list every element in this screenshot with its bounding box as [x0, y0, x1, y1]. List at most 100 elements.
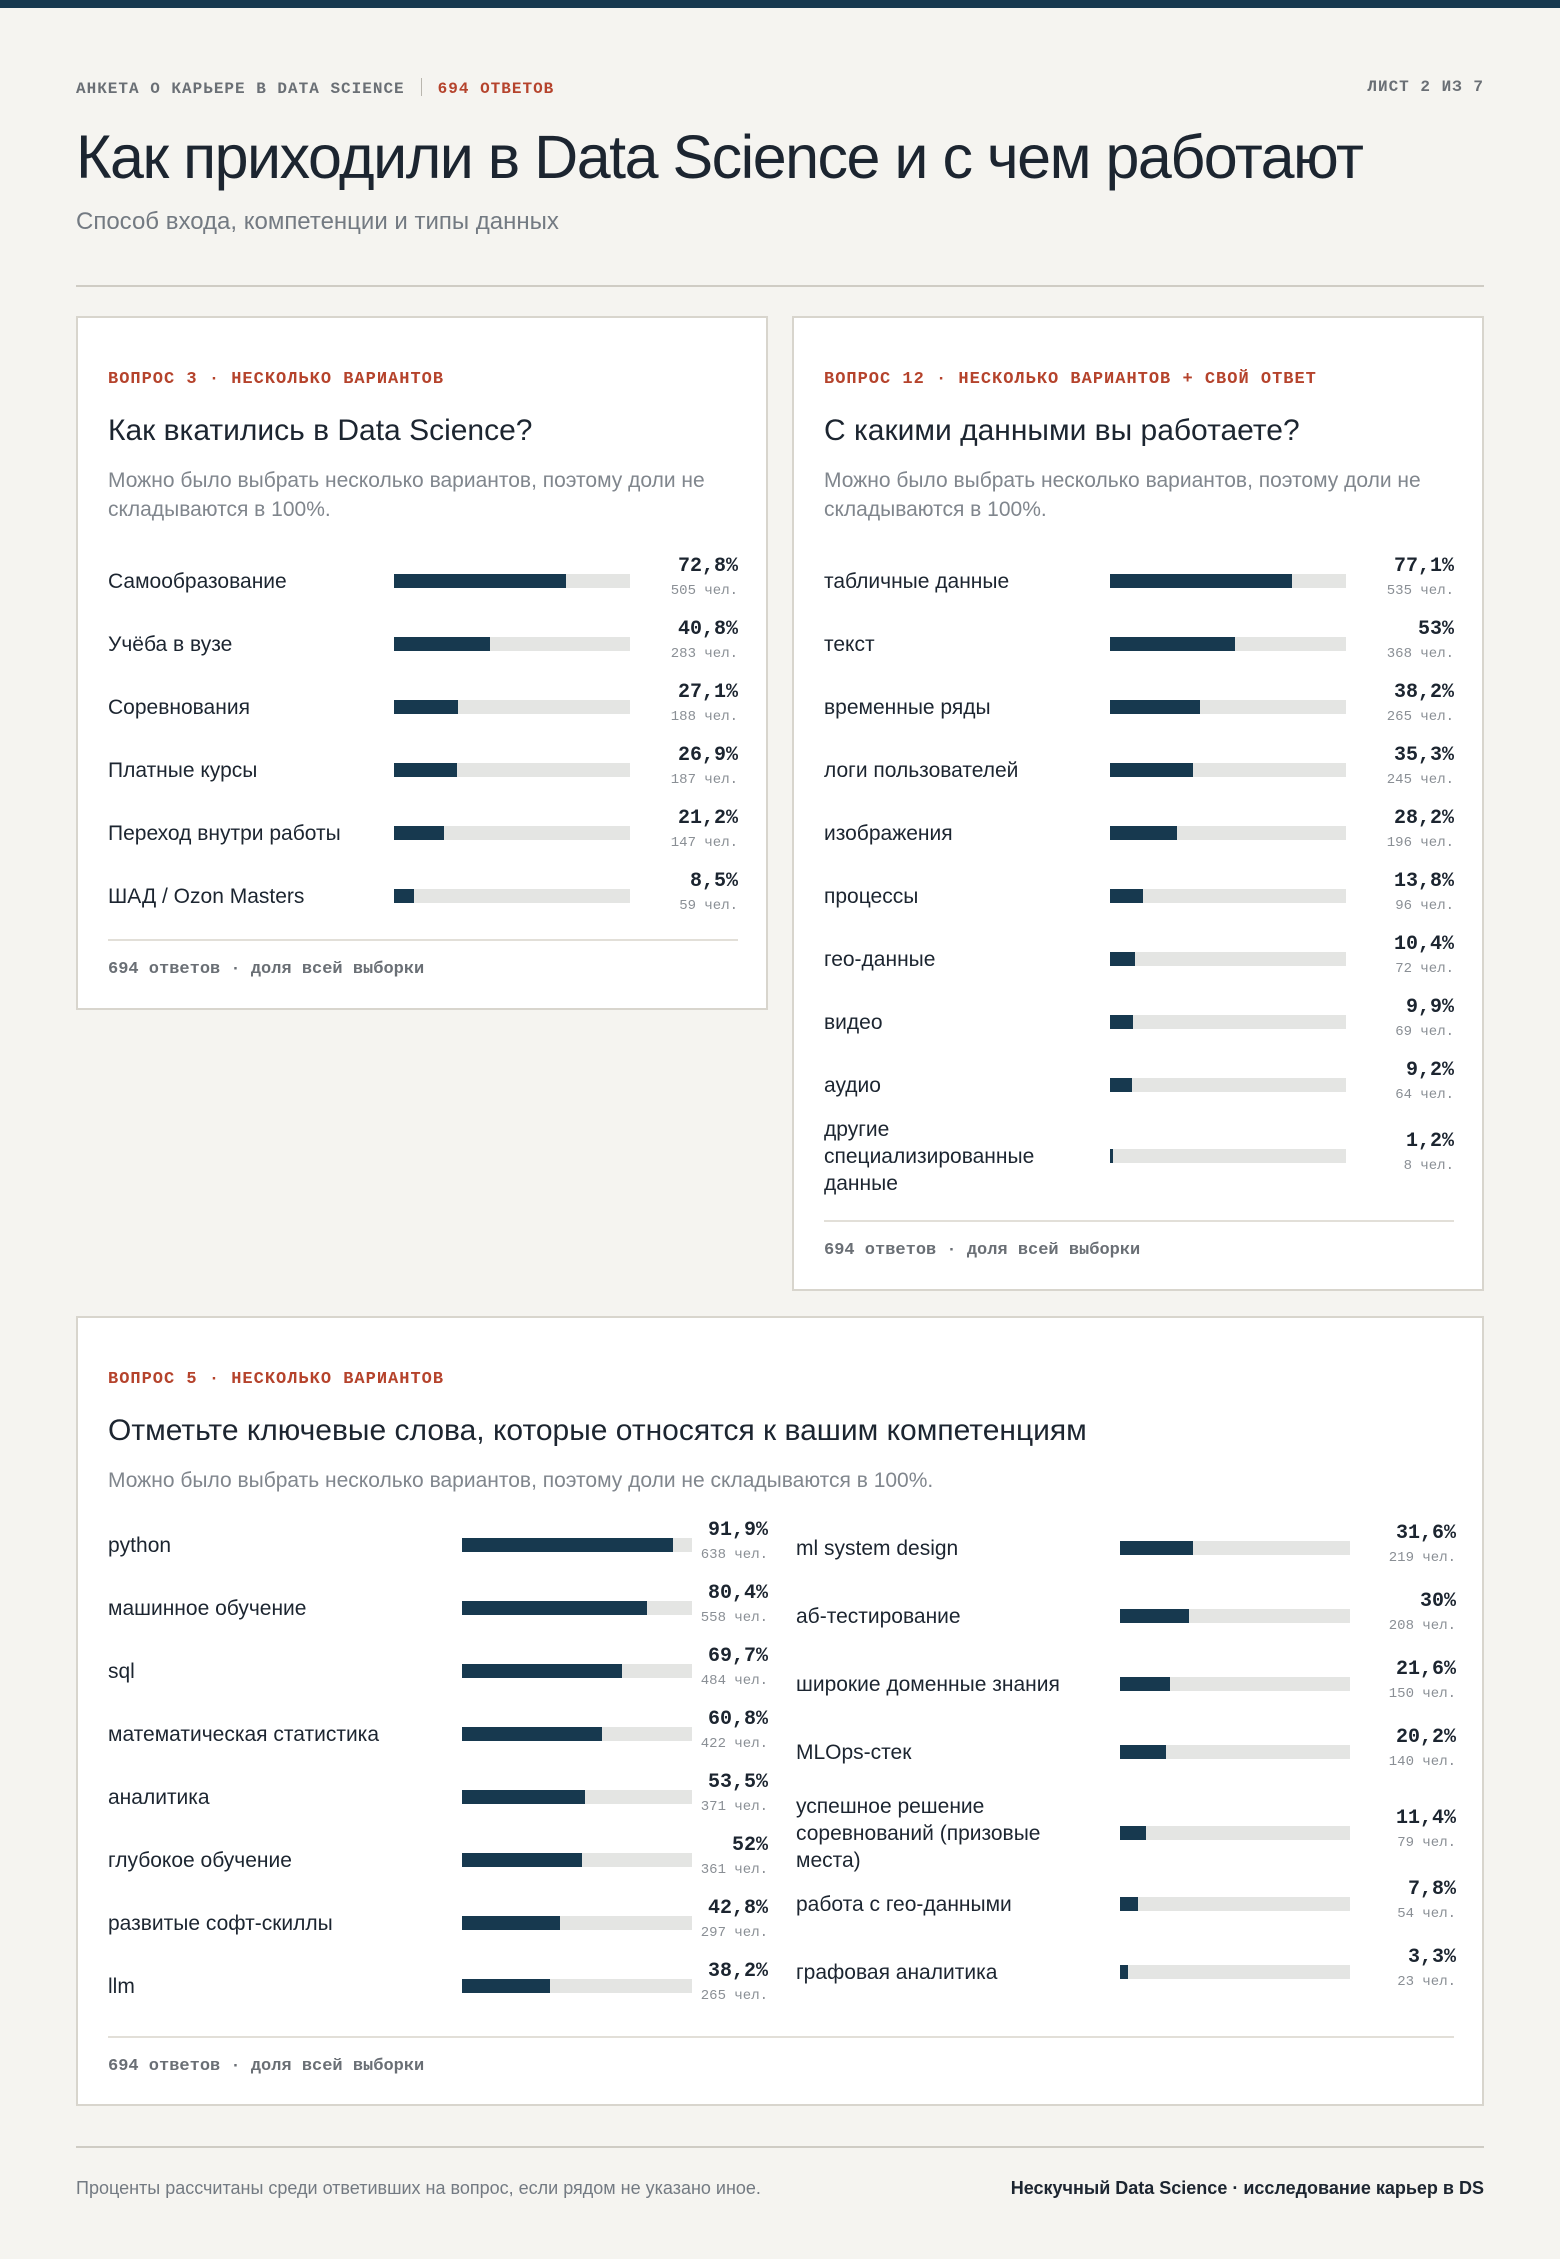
bar-label: процессы	[824, 884, 919, 908]
bar	[1120, 1609, 1189, 1623]
bar-track	[1110, 637, 1346, 651]
bar-label: работа с гео-данными	[796, 1892, 1012, 1916]
bar-value-label: 91,9%	[707, 1519, 768, 1542]
bar-row: развитые софт-скиллы 42,8% 297 чел.	[108, 1894, 768, 1952]
bar-row: временные ряды 38,2% 265 чел.	[824, 678, 1454, 736]
bar-track	[1110, 574, 1346, 588]
bar-count-label: 265 чел.	[700, 1988, 768, 2004]
bar-track	[1110, 1015, 1346, 1029]
bar-label: текст	[824, 632, 875, 656]
bar-row: Учёба в вузе 40,8% 283 чел.	[108, 615, 738, 673]
footer-brand: Нескучный Data Science · исследование ка…	[1010, 2178, 1484, 2198]
bar-value-label: 1,2%	[1405, 1130, 1454, 1153]
page-subtitle: Способ входа, компетенции и типы данных	[76, 208, 559, 235]
bar-value-label: 52%	[731, 1834, 768, 1857]
bar-row: процессы 13,8% 96 чел.	[824, 867, 1454, 925]
bar-row: ml system design 31,6% 219 чел.	[796, 1519, 1456, 1577]
header-meta: АНКЕТА О КАРЬЕРЕ В DATA SCIENCE 694 ОТВЕТ…	[76, 78, 1484, 102]
card-footer-divider	[108, 2036, 1454, 2038]
bar-value-label: 21,2%	[677, 807, 738, 830]
bar-row: Самообразование 72,8% 505 чел.	[108, 552, 738, 610]
bar	[1120, 1965, 1128, 1979]
card-footer: 694 ответов · доля всей выборки	[824, 1241, 1141, 1260]
bar-count-label: 535 чел.	[1386, 583, 1454, 599]
bar-label: табличные данные	[824, 569, 1010, 593]
bar-value-label: 21,6%	[1395, 1658, 1456, 1681]
bar-track	[1120, 1541, 1350, 1555]
bar-count-label: 72 чел.	[1395, 961, 1454, 977]
bar-label: временные ряды	[824, 695, 991, 719]
bar-count-label: 297 чел.	[700, 1925, 768, 1941]
bar-count-label: 69 чел.	[1395, 1024, 1454, 1040]
bar	[394, 700, 458, 714]
bar-value-label: 35,3%	[1393, 744, 1454, 767]
bar-label: python	[108, 1533, 172, 1557]
bar-count-label: 361 чел.	[700, 1862, 768, 1878]
bar-value-label: 20,2%	[1395, 1726, 1456, 1749]
bar-value-label: 7,8%	[1407, 1878, 1456, 1901]
bar-row: аудио 9,2% 64 чел.	[824, 1056, 1454, 1114]
bar-value-label: 69,7%	[707, 1645, 768, 1668]
bar-track	[1110, 1078, 1346, 1092]
bar	[394, 637, 491, 651]
bar-label: широкие доменные знания	[796, 1672, 1060, 1696]
question-title: С какими данными вы работаете?	[824, 414, 1300, 447]
bar-label: llm	[108, 1974, 135, 1998]
bar-track	[1120, 1745, 1350, 1759]
bar-track	[1110, 826, 1346, 840]
bar-value-label: 72,8%	[677, 555, 738, 578]
card-footer: 694 ответов · доля всей выборки	[108, 2057, 425, 2076]
question-note: Можно было выбрать несколько вариантов, …	[824, 469, 1421, 521]
bar-row: видео 9,9% 69 чел.	[824, 993, 1454, 1051]
bar-count-label: 96 чел.	[1395, 898, 1454, 914]
bar-value-label: 60,8%	[707, 1708, 768, 1731]
bar	[1120, 1745, 1167, 1759]
bar-count-label: 147 чел.	[670, 835, 738, 851]
bar-count-label: 196 чел.	[1386, 835, 1454, 851]
question-note: Можно было выбрать несколько вариантов, …	[108, 469, 705, 521]
bar-track	[1120, 1677, 1350, 1691]
bar-value-label: 77,1%	[1393, 555, 1454, 578]
bar-count-label: 371 чел.	[700, 1799, 768, 1815]
bar-row: глубокое обучение 52% 361 чел.	[108, 1831, 768, 1889]
bar-track	[462, 1979, 692, 1993]
card-footer-divider	[108, 939, 738, 941]
bar-label: видео	[824, 1010, 883, 1034]
bar-track	[1120, 1897, 1350, 1911]
bar-track	[1110, 763, 1346, 777]
bar-value-label: 42,8%	[707, 1897, 768, 1920]
bar-row: llm 38,2% 265 чел.	[108, 1957, 768, 2015]
bar-value-label: 13,8%	[1393, 870, 1454, 893]
page-title: Как приходили в Data Science и с чем раб…	[76, 123, 1364, 191]
bar-row: python 91,9% 638 чел.	[108, 1516, 768, 1574]
bar-track	[1110, 952, 1346, 966]
bar-row: Соревнования 27,1% 188 чел.	[108, 678, 738, 736]
bar-label: машинное обучение	[108, 1596, 307, 1620]
footer-note: Проценты рассчитаны среди ответивших на …	[76, 2178, 761, 2198]
bar-count-label: 150 чел.	[1388, 1686, 1456, 1702]
bar	[1120, 1677, 1170, 1691]
bar-count-label: 219 чел.	[1388, 1550, 1456, 1566]
bar-value-label: 10,4%	[1393, 933, 1454, 956]
bar	[1110, 637, 1236, 651]
bar-row: графовая аналитика 3,3% 23 чел.	[796, 1943, 1456, 2001]
meta-divider	[420, 78, 422, 96]
bar-track	[462, 1853, 692, 1867]
bar-count-label: 187 чел.	[670, 772, 738, 788]
bar	[1110, 700, 1201, 714]
bar	[394, 763, 458, 777]
bar-count-label: 59 чел.	[679, 898, 738, 914]
bar-label: MLOps-стек	[796, 1740, 912, 1764]
bar-row: аналитика 53,5% 371 чел.	[108, 1768, 768, 1826]
bar-label: Соревнования	[108, 695, 250, 719]
bar-count-label: 64 чел.	[1395, 1087, 1454, 1103]
bar-label: ШАД / Ozon Masters	[108, 884, 305, 908]
bar-row: успешное решение соревнований (призовые …	[796, 1791, 1456, 1875]
bar-count-label: 638 чел.	[700, 1547, 768, 1563]
card-footer-divider	[824, 1220, 1454, 1222]
bar	[1110, 1078, 1132, 1092]
bar-value-label: 3,3%	[1407, 1946, 1456, 1969]
header-divider	[76, 285, 1484, 287]
survey-name: АНКЕТА О КАРЬЕРЕ В DATA SCIENCE	[76, 80, 405, 98]
bar-value-label: 53%	[1417, 618, 1454, 641]
